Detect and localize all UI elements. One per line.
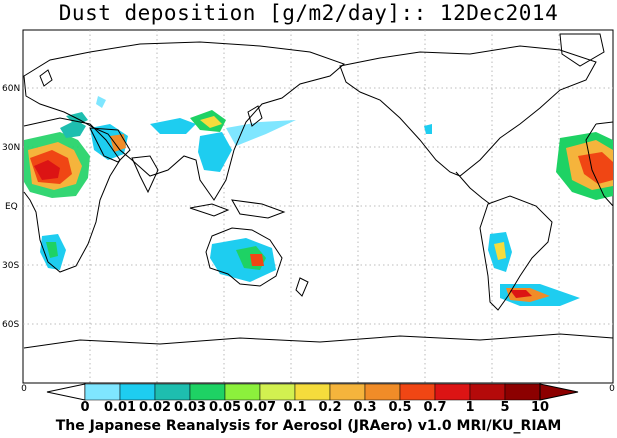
colorbar-swatch xyxy=(84,383,121,401)
colorbar-tick-label: 0 xyxy=(80,400,90,415)
colorbar-right-end-label: 0 xyxy=(609,384,615,394)
lat-label-60s: 60S xyxy=(2,320,19,330)
colorbar-swatch xyxy=(329,383,366,401)
colorbar xyxy=(46,383,579,401)
lat-label-30s: 30S xyxy=(2,261,19,271)
graticule xyxy=(23,30,613,383)
colorbar-over-triangle xyxy=(539,383,579,401)
colorbar-swatch xyxy=(294,383,331,401)
map-frame xyxy=(22,29,614,384)
colorbar-tick-label: 0.1 xyxy=(283,400,307,415)
colorbar-swatch xyxy=(504,383,541,401)
colorbar-tick-label: 0.03 xyxy=(173,400,207,415)
map-title: Dust deposition [g/m2/day]:: 12Dec2014 xyxy=(58,1,559,25)
colorbar-tick-label: 1 xyxy=(465,400,475,415)
colorbar-swatch xyxy=(434,383,471,401)
colorbar-under-triangle xyxy=(46,383,86,401)
colorbar-left-end-label: 0 xyxy=(21,384,27,394)
colorbar-tick-label: 0.3 xyxy=(353,400,377,415)
footer-credit: The Japanese Reanalysis for Aerosol (JRA… xyxy=(55,418,562,434)
colorbar-swatch xyxy=(399,383,436,401)
colorbar-swatch xyxy=(189,383,226,401)
colorbar-tick-label: 0.02 xyxy=(138,400,172,415)
dust-shading xyxy=(24,96,613,306)
colorbar-tick-label: 0.7 xyxy=(423,400,447,415)
latitude-labels: 60N 30N EQ 30S 60S xyxy=(2,84,20,330)
lat-label-30n: 30N xyxy=(2,143,20,153)
colorbar-swatch xyxy=(469,383,506,401)
colorbar-tick-label: 0.05 xyxy=(208,400,242,415)
colorbar-tick-label: 0.5 xyxy=(388,400,412,415)
colorbar-swatch xyxy=(364,383,401,401)
colorbar-tick-label: 10 xyxy=(530,400,550,415)
colorbar-swatch xyxy=(154,383,191,401)
colorbar-tick-label: 5 xyxy=(500,400,510,415)
lat-label-60n: 60N xyxy=(2,84,20,94)
colorbar-tick-label: 0.07 xyxy=(243,400,277,415)
colorbar-swatch xyxy=(259,383,296,401)
colorbar-tick-label: 0.2 xyxy=(318,400,342,415)
coastlines xyxy=(23,33,614,349)
colorbar-swatch xyxy=(224,383,261,401)
colorbar-swatch xyxy=(119,383,156,401)
lat-label-eq: EQ xyxy=(5,202,18,212)
colorbar-tick-label: 0.01 xyxy=(103,400,137,415)
